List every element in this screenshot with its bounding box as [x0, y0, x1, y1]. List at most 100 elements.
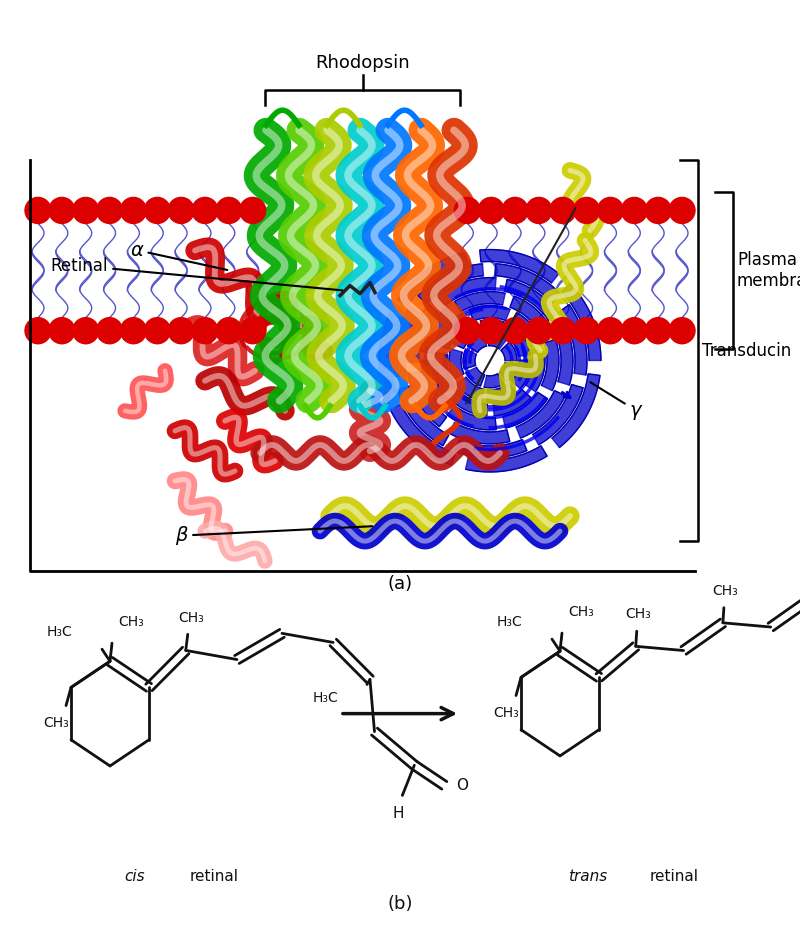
Text: H: H — [393, 806, 404, 820]
Circle shape — [25, 317, 51, 344]
Polygon shape — [469, 305, 510, 321]
Circle shape — [478, 317, 504, 344]
Circle shape — [49, 317, 75, 344]
Circle shape — [73, 317, 98, 344]
Polygon shape — [480, 250, 559, 283]
Circle shape — [526, 197, 552, 224]
Circle shape — [574, 197, 599, 224]
Polygon shape — [542, 339, 559, 390]
Circle shape — [168, 197, 194, 224]
Polygon shape — [422, 307, 454, 353]
Polygon shape — [511, 313, 542, 348]
Circle shape — [574, 317, 599, 344]
Polygon shape — [407, 304, 438, 362]
Text: CH₃: CH₃ — [493, 706, 519, 720]
Text: O: O — [456, 778, 468, 793]
Text: CH₃: CH₃ — [625, 607, 650, 622]
Polygon shape — [501, 342, 517, 361]
Text: retinal: retinal — [190, 870, 239, 884]
Text: cis: cis — [124, 870, 145, 884]
Polygon shape — [456, 377, 484, 401]
Circle shape — [240, 317, 266, 344]
Text: (a): (a) — [387, 575, 413, 593]
Circle shape — [144, 197, 170, 224]
Polygon shape — [526, 352, 545, 392]
Polygon shape — [450, 390, 487, 415]
Circle shape — [216, 317, 242, 344]
Text: trans: trans — [568, 870, 607, 884]
Polygon shape — [508, 328, 530, 356]
Text: (b): (b) — [387, 894, 413, 913]
Circle shape — [478, 197, 504, 224]
Circle shape — [192, 317, 218, 344]
Text: Retinal: Retinal — [50, 256, 342, 290]
Polygon shape — [398, 386, 449, 446]
Circle shape — [49, 197, 75, 224]
Polygon shape — [453, 323, 479, 349]
Polygon shape — [390, 404, 455, 465]
Circle shape — [216, 197, 242, 224]
Polygon shape — [480, 320, 510, 336]
Text: Plasma
membrane: Plasma membrane — [737, 252, 800, 290]
Text: CH₃: CH₃ — [178, 611, 204, 625]
Text: γ: γ — [590, 382, 642, 420]
Polygon shape — [487, 383, 516, 401]
Circle shape — [645, 197, 671, 224]
Polygon shape — [533, 385, 583, 445]
Polygon shape — [379, 313, 401, 395]
Text: CH₃: CH₃ — [712, 584, 738, 598]
Polygon shape — [449, 423, 510, 444]
Text: H₃C: H₃C — [46, 625, 72, 639]
Text: Rhodopsin: Rhodopsin — [315, 55, 410, 72]
Polygon shape — [495, 264, 561, 302]
Text: retinal: retinal — [650, 870, 699, 884]
Polygon shape — [454, 439, 527, 458]
Circle shape — [622, 197, 647, 224]
Circle shape — [144, 317, 170, 344]
Polygon shape — [554, 324, 573, 385]
Text: CH₃: CH₃ — [118, 615, 144, 629]
Polygon shape — [449, 349, 464, 379]
Polygon shape — [447, 405, 496, 430]
Polygon shape — [505, 279, 558, 321]
Polygon shape — [487, 334, 507, 349]
Circle shape — [25, 197, 51, 224]
Circle shape — [454, 197, 480, 224]
Text: H₃C: H₃C — [496, 615, 522, 629]
Circle shape — [121, 317, 146, 344]
Text: β: β — [175, 526, 372, 545]
Polygon shape — [418, 264, 483, 304]
Circle shape — [97, 197, 122, 224]
Circle shape — [73, 197, 98, 224]
Text: Transducin: Transducin — [702, 341, 791, 360]
Circle shape — [669, 197, 695, 224]
Circle shape — [240, 197, 266, 224]
Circle shape — [454, 317, 480, 344]
Polygon shape — [552, 374, 600, 448]
Polygon shape — [463, 349, 477, 369]
Polygon shape — [435, 352, 455, 392]
Circle shape — [550, 317, 576, 344]
Circle shape — [192, 197, 218, 224]
Polygon shape — [421, 361, 449, 409]
Polygon shape — [466, 446, 547, 472]
Circle shape — [598, 317, 623, 344]
Polygon shape — [466, 367, 485, 386]
Polygon shape — [516, 390, 566, 438]
Polygon shape — [511, 360, 531, 388]
Polygon shape — [398, 253, 468, 306]
Polygon shape — [494, 389, 531, 415]
Circle shape — [121, 197, 146, 224]
Circle shape — [550, 197, 576, 224]
Polygon shape — [437, 313, 469, 349]
Circle shape — [622, 317, 647, 344]
Circle shape — [502, 197, 528, 224]
Circle shape — [168, 317, 194, 344]
Circle shape — [645, 317, 671, 344]
Polygon shape — [437, 278, 496, 306]
Text: CH₃: CH₃ — [43, 716, 69, 730]
Circle shape — [502, 317, 528, 344]
Polygon shape — [393, 306, 420, 376]
Polygon shape — [499, 363, 517, 382]
Text: CH₃: CH₃ — [568, 605, 594, 619]
